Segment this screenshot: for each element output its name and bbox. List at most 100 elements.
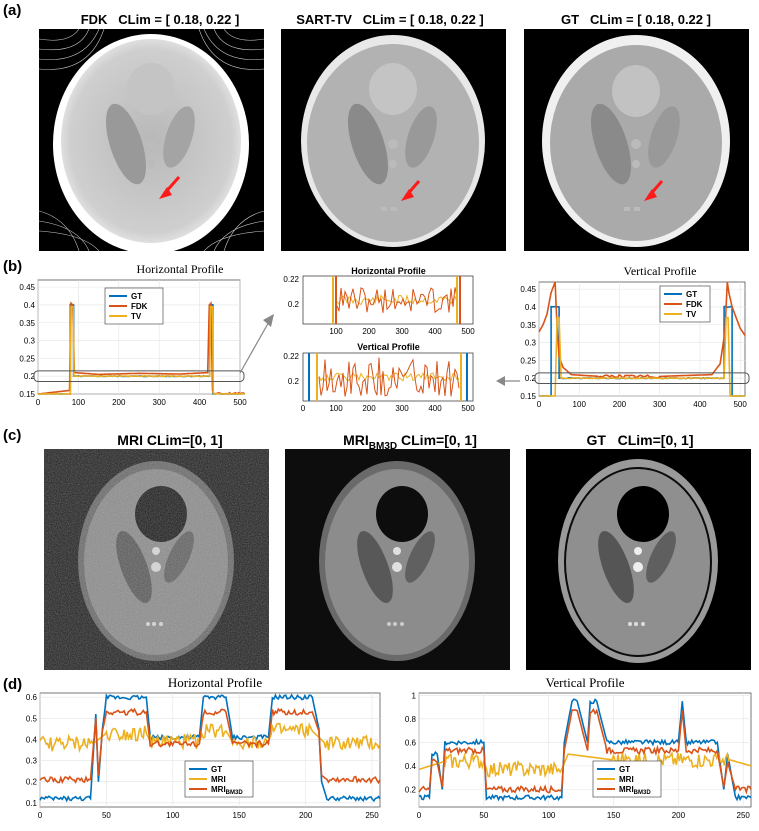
series-line-fdk — [37, 301, 246, 396]
series-line-fdk — [538, 281, 746, 379]
y-tick-label: 0.2 — [26, 778, 38, 787]
zoom-region-box — [534, 372, 750, 385]
y-tick-label: 0.2 — [405, 785, 417, 794]
series-line-mri_bm3d — [39, 707, 381, 785]
x-tick-label: 0 — [38, 811, 43, 820]
x-tick-label: 150 — [233, 811, 247, 820]
x-tick-label: 300 — [653, 400, 667, 409]
mri-phantom-image — [44, 449, 269, 670]
d-left-chart: 0.1 0.2 0.3 0.4 0.5 0.6 0 50 100 150 200 250 GTMRIMR… — [26, 692, 381, 820]
sart-tv-phantom-image — [281, 29, 506, 251]
series-line-mri — [418, 751, 752, 779]
legend-label: GT — [686, 290, 697, 299]
y-tick-label: 0.4 — [24, 301, 36, 310]
y-tick-label: 0.3 — [525, 339, 537, 348]
zoom-v-xtick-500: 500 — [461, 404, 475, 413]
x-tick-label: 250 — [365, 811, 379, 820]
y-tick-label: 0.25 — [19, 354, 35, 363]
x-tick-label: 50 — [102, 811, 111, 820]
zoom-v-xtick-400: 400 — [428, 404, 442, 413]
y-tick-label: 0.6 — [26, 693, 38, 702]
x-tick-label: 0 — [537, 400, 542, 409]
zoom-noise-trace — [336, 287, 458, 314]
mri-bm3d-phantom-image — [285, 449, 510, 670]
x-tick-label: 200 — [672, 811, 686, 820]
x-tick-label: 100 — [573, 400, 587, 409]
x-tick-label: 100 — [542, 811, 556, 820]
x-tick-label: 0 — [36, 398, 41, 407]
y-tick-label: 0.2 — [24, 372, 36, 381]
fdk-arrow — [159, 176, 181, 199]
mri-bm3d-main: MRI — [343, 432, 369, 448]
legend-label: TV — [686, 310, 697, 319]
legend-label: TV — [131, 312, 142, 321]
x-tick-label: 500 — [233, 398, 247, 407]
x-tick-label: 500 — [733, 400, 747, 409]
legend-label: MRI — [619, 775, 634, 784]
y-tick-label: 0.1 — [26, 799, 38, 808]
zoom-h-ytick-0-2: 0.2 — [288, 300, 300, 309]
y-tick-label: 0.4 — [525, 303, 537, 312]
x-tick-label: 400 — [693, 400, 707, 409]
y-tick-label: 0.3 — [24, 337, 36, 346]
x-tick-label: 400 — [193, 398, 207, 407]
y-tick-label: 0.4 — [26, 735, 38, 744]
gt-title-c: GT CLim=[0, 1] — [586, 432, 694, 448]
legend-label: FDK — [686, 300, 703, 309]
y-tick-label: 0.4 — [405, 762, 417, 771]
sart-arrow — [401, 180, 421, 201]
zoom-v-xtick-200: 200 — [362, 404, 376, 413]
y-tick-label: 0.3 — [26, 757, 38, 766]
gt-title-a: GT CLim = [ 0.18, 0.22 ] — [526, 12, 746, 27]
y-tick-label: 0.25 — [520, 356, 536, 365]
panel-c-label: (c) — [3, 427, 22, 444]
left-zoom-connector — [239, 319, 271, 374]
fdk-phantom-image — [39, 29, 264, 251]
gt-method: GT — [561, 12, 580, 27]
y-tick-label: 0.45 — [19, 283, 35, 292]
right-zoom-arrowhead — [496, 376, 505, 386]
y-tick-label: 0.35 — [520, 321, 536, 330]
fdk-title: FDK CLim = [ 0.18, 0.22 ] — [60, 12, 260, 27]
y-tick-label: 0.15 — [19, 390, 35, 399]
legend-label: GT — [619, 765, 630, 774]
zoom-connectors — [239, 314, 520, 386]
y-tick-label: 0.45 — [520, 285, 536, 294]
legend-subscript: BM3D — [634, 790, 652, 796]
zoom-v-xtick-0: 0 — [301, 404, 306, 413]
legend-subscript: BM3D — [226, 790, 244, 796]
gt-phantom-image-a — [524, 29, 749, 251]
y-tick-label: 0.2 — [525, 374, 537, 383]
mri-title: MRI CLim=[0, 1] — [117, 432, 223, 448]
mri-bm3d-rest: CLim=[0, 1] — [397, 432, 477, 448]
zoom-h-ytick-0-22: 0.22 — [283, 275, 299, 284]
legend-label: FDK — [131, 302, 148, 311]
series-line-tv — [37, 305, 246, 395]
y-tick-label: 0.35 — [19, 319, 35, 328]
b-zoom-h-noise — [336, 287, 458, 314]
zoom-h-xtick-100: 100 — [329, 327, 343, 336]
zoom-v-xtick-100: 100 — [329, 404, 343, 413]
y-tick-label: 0.5 — [26, 714, 38, 723]
zoom-h-xtick-400: 400 — [428, 327, 442, 336]
x-tick-label: 100 — [72, 398, 86, 407]
panel-a-label: (a) — [3, 2, 22, 19]
series-line-mri — [39, 721, 381, 754]
panel-b-label: (b) — [3, 258, 23, 275]
legend-label: MRIBM3D — [619, 785, 651, 796]
b-zoom-h-title: Horizontal Profile — [351, 266, 426, 276]
y-tick-label: 1 — [412, 691, 417, 700]
zoom-h-xtick-200: 200 — [362, 327, 376, 336]
zoom-v-xtick-300: 300 — [395, 404, 409, 413]
left-zoom-arrowhead — [263, 314, 274, 327]
b-zoom-v-title: Vertical Profile — [357, 342, 420, 352]
series-line-mri_bm3d — [418, 707, 752, 795]
b-left-title: Horizontal Profile — [136, 262, 224, 276]
b-zoom-h-chart: 0.22 0.2 100 200 300 400 500 — [283, 275, 475, 336]
gt-arrow — [644, 180, 664, 201]
sart-method: SART-TV — [296, 12, 352, 27]
x-tick-label: 200 — [613, 400, 627, 409]
